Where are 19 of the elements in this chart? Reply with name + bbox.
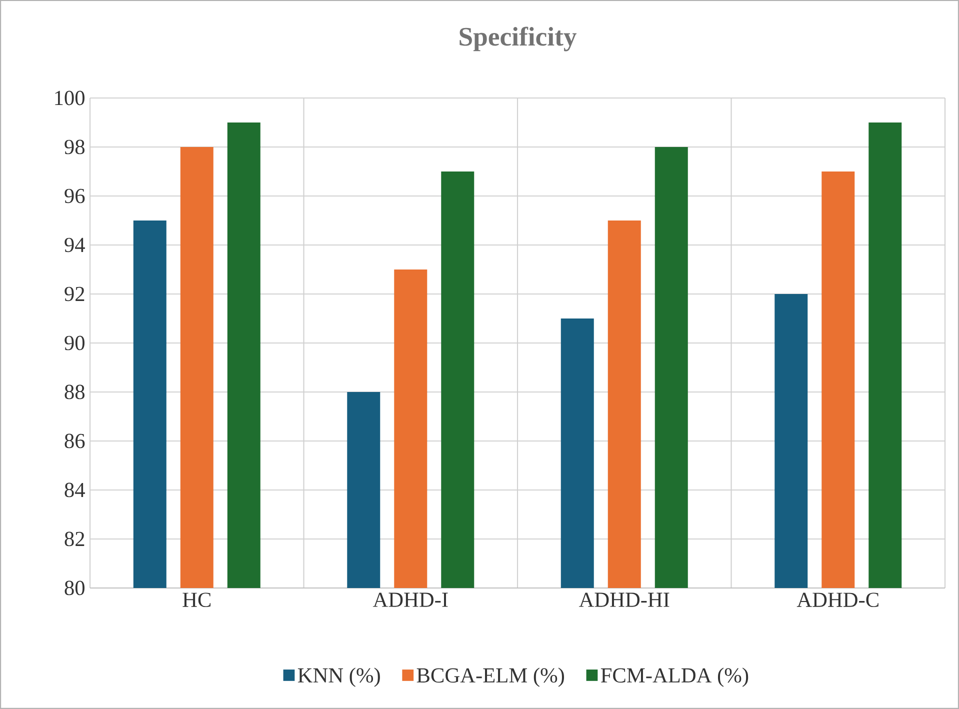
legend-label: FCM-ALDA (%)	[600, 668, 748, 687]
y-tick-label: 92	[64, 286, 84, 302]
y-tick-label: 84	[64, 482, 85, 498]
x-tick-label: ADHD-HI	[578, 592, 670, 607]
y-tick-label: 100	[55, 90, 84, 106]
chart-title: Specificity	[460, 26, 577, 52]
y-tick-label: 88	[64, 384, 84, 400]
x-tick-label: ADHD-C	[796, 592, 878, 608]
legend-label: KNN (%)	[298, 668, 380, 687]
y-tick-label: 90	[64, 336, 84, 350]
y-tick-label: 80	[64, 580, 84, 596]
y-tick-label: 94	[64, 238, 85, 252]
y-tick-label: 82	[64, 532, 84, 546]
y-tick-label: 96	[64, 188, 85, 204]
legend-label: BCGA-ELM (%)	[416, 668, 564, 687]
x-tick-label: ADHD-I	[372, 592, 448, 607]
x-tick-label: HC	[182, 592, 211, 608]
y-tick-label: 86	[64, 434, 85, 448]
y-tick-label: 98	[64, 140, 84, 154]
